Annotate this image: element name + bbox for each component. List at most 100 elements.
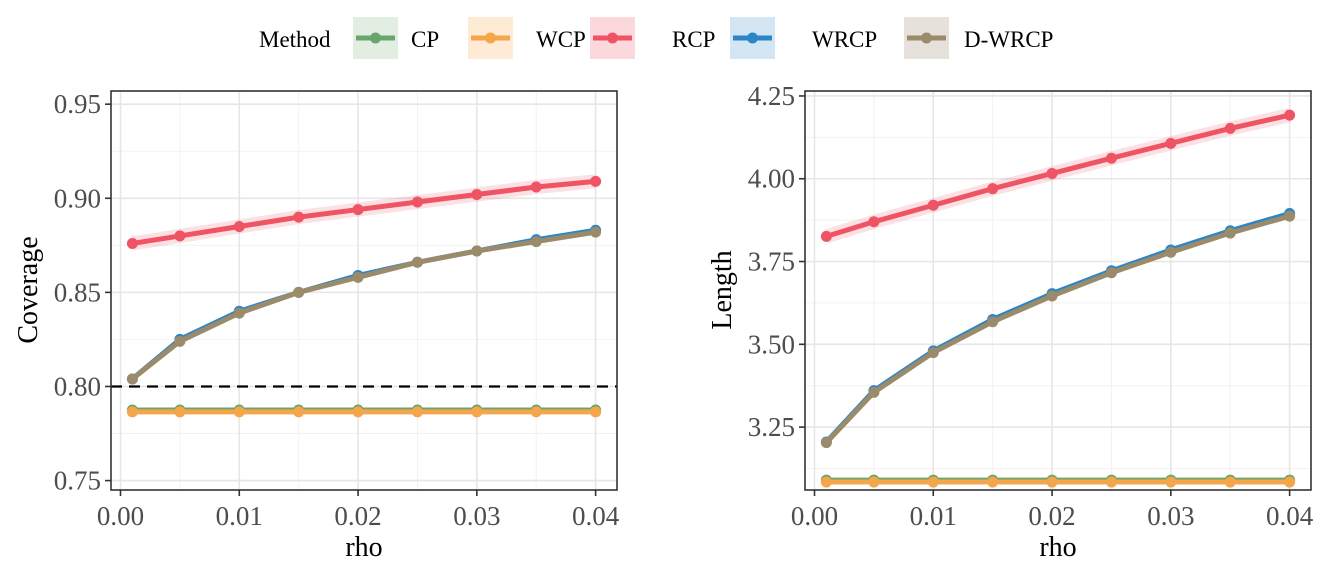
x-tick-label: 0.01 <box>216 501 263 531</box>
data-point <box>1224 476 1236 488</box>
legend-key-marker <box>370 32 381 44</box>
data-point <box>1046 476 1058 488</box>
y-tick-label: 0.95 <box>54 89 101 119</box>
y-tick-label: 3.25 <box>748 412 795 442</box>
data-point <box>1105 152 1117 164</box>
x-tick-label: 0.02 <box>334 501 381 531</box>
data-point <box>590 175 602 187</box>
legend-label: WRCP <box>812 27 877 52</box>
data-point <box>411 256 423 268</box>
data-point <box>471 245 483 257</box>
data-point <box>233 406 245 418</box>
data-point <box>352 406 364 418</box>
data-point <box>293 211 305 223</box>
data-point <box>233 307 245 319</box>
data-point <box>1284 210 1296 222</box>
data-point <box>174 335 186 347</box>
data-point <box>1165 246 1177 258</box>
data-point <box>927 347 939 359</box>
series-d-wrcp <box>820 210 1296 449</box>
y-tick-label: 3.75 <box>748 247 795 277</box>
data-point <box>233 221 245 233</box>
data-point <box>352 204 364 216</box>
legend-entry: CP <box>353 17 439 59</box>
data-point <box>1224 227 1236 239</box>
data-point <box>927 476 939 488</box>
data-point <box>471 189 483 201</box>
data-point <box>1046 290 1058 302</box>
data-point <box>868 476 880 488</box>
data-point <box>126 237 138 249</box>
data-point <box>987 316 999 328</box>
legend-entry: WCP <box>468 17 586 59</box>
x-tick-label: 0.00 <box>97 501 144 531</box>
data-point <box>820 476 832 488</box>
data-point <box>1105 476 1117 488</box>
y-axis-title: Length <box>707 250 738 329</box>
data-point <box>1284 109 1296 121</box>
data-point <box>927 199 939 211</box>
series-rcp <box>126 174 602 251</box>
data-point <box>126 373 138 385</box>
data-point <box>293 286 305 298</box>
data-point <box>174 230 186 242</box>
y-tick-label: 0.80 <box>54 371 101 401</box>
coverage-panel: 0.75 0.80 0.85 0.90 0.95 0.00 0.01 0.02 0.03 0.04… <box>13 89 620 563</box>
data-point <box>820 437 832 449</box>
x-axis-title: rho <box>345 532 382 563</box>
y-axis-title: Coverage <box>13 236 44 343</box>
plot-border <box>110 90 618 491</box>
y-tick-label: 0.90 <box>54 183 101 213</box>
y-tick-label: 0.75 <box>54 466 101 496</box>
legend-entry: RCP <box>590 17 715 59</box>
data-point <box>1165 476 1177 488</box>
data-point <box>174 406 186 418</box>
data-point <box>293 406 305 418</box>
plot-background <box>111 91 617 490</box>
series-wcp <box>820 476 1296 488</box>
data-point <box>1046 167 1058 179</box>
x-tick-label: 0.02 <box>1028 501 1075 531</box>
x-tick-label: 0.04 <box>1266 501 1314 531</box>
data-point <box>411 406 423 418</box>
data-point <box>530 236 542 248</box>
x-tick-label: 0.03 <box>1147 501 1194 531</box>
x-tick-label: 0.00 <box>791 501 838 531</box>
series-wcp <box>126 406 602 418</box>
legend-label: CP <box>411 27 439 52</box>
legend-entry: WRCP <box>730 17 877 59</box>
x-tick-label: 0.01 <box>910 501 957 531</box>
y-tick-label: 0.85 <box>54 277 101 307</box>
x-axis-title: rho <box>1039 532 1076 563</box>
series-d-wrcp <box>126 226 602 385</box>
legend-key-marker <box>607 32 618 44</box>
data-point <box>868 216 880 228</box>
data-point <box>590 406 602 418</box>
legend-key-marker <box>485 32 496 44</box>
series-rcp <box>820 108 1296 244</box>
legend-entry: D-WRCP <box>904 17 1053 59</box>
x-tick-label: 0.03 <box>453 501 500 531</box>
data-point <box>1165 137 1177 149</box>
legend-label: RCP <box>672 27 715 52</box>
data-point <box>987 476 999 488</box>
length-panel: 3.25 3.50 3.75 4.00 4.25 0.00 0.01 0.02 0.03 0.04… <box>707 81 1314 563</box>
y-tick-label: 4.00 <box>748 164 795 194</box>
plot-border <box>804 90 1312 491</box>
x-tick-label: 0.04 <box>572 501 620 531</box>
data-point <box>471 406 483 418</box>
y-tick-label: 3.50 <box>748 329 795 359</box>
legend-title: Method <box>259 27 331 52</box>
data-point <box>987 183 999 195</box>
data-point <box>530 181 542 193</box>
legend-label: WCP <box>536 27 586 52</box>
data-point <box>868 386 880 398</box>
y-tick-label: 4.25 <box>748 81 795 111</box>
legend-key-marker <box>921 32 932 44</box>
data-point <box>1105 267 1117 279</box>
data-point <box>352 271 364 283</box>
data-point <box>126 406 138 418</box>
legend-label: D-WRCP <box>964 27 1053 52</box>
legend: Method CP WCP RCP WRCP D-WRCP <box>259 17 1053 59</box>
